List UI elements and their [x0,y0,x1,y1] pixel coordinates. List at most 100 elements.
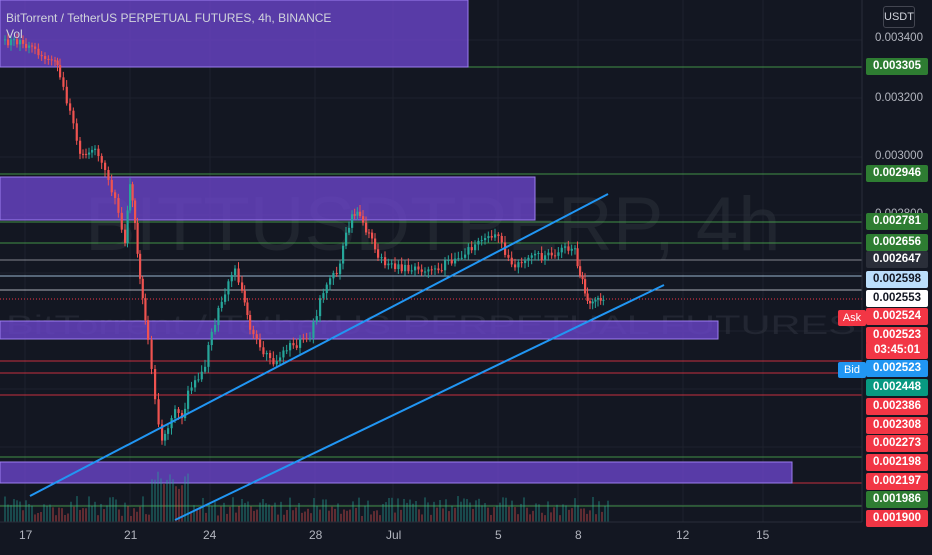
price-label: 0.002273 [866,435,928,452]
zone-rectangle[interactable] [0,461,793,484]
candle-body [50,59,53,61]
candle-body [82,153,85,155]
candle-body [255,334,258,340]
volume-bar [343,509,345,522]
zone-rectangle[interactable] [0,176,536,221]
candle-body [262,347,265,355]
price-tick: 0.003000 [875,150,923,162]
volume-bar [478,498,480,522]
volume-bar [397,498,399,522]
volume-bar [46,505,48,522]
volume-bar [430,514,432,522]
price-label: 0.002598 [866,271,928,288]
volume-bar [589,510,591,522]
price-label: 0.002308 [866,417,928,434]
volume-bar [583,508,585,522]
volume-bar [106,505,108,522]
candle-body [154,369,157,400]
volume-indicator-label[interactable]: Vol [6,27,23,41]
candle-body [560,247,563,253]
candle-body [547,252,550,256]
volume-bar [115,499,117,522]
candle-body [107,170,110,180]
candle-body [599,297,602,301]
candle-body [420,269,423,272]
candle-body [554,255,557,257]
candle-body [362,216,365,223]
volume-bar [502,497,504,522]
currency-button[interactable]: USDT [883,6,915,28]
volume-bar [535,503,537,522]
candle-body [397,264,400,269]
candle-body [430,269,433,271]
price-tick: 0.003200 [875,92,923,104]
zone-rectangle[interactable] [0,0,469,68]
time-axis[interactable] [0,521,862,550]
candle-body [129,184,132,211]
volume-bar [586,513,588,522]
volume-bar [214,502,216,522]
volume-bar [139,506,141,522]
volume-bar [475,500,477,522]
candle-body [7,39,10,46]
candle-body [279,357,282,362]
candle-body [312,321,315,338]
ask-tag: Ask [838,310,866,326]
candle-body [190,387,193,391]
volume-bar [418,509,420,522]
volume-bar [547,501,549,522]
candle-body [272,358,275,365]
candle-body [309,337,312,339]
volume-bar [490,514,492,522]
candle-body [47,58,50,60]
volume-bar [10,505,12,522]
volume-bar [79,509,81,522]
volume-bar [121,515,123,522]
candle-body [410,270,413,272]
price-label: 0.002198 [866,454,928,471]
volume-bar [316,505,318,522]
volume-bar [394,512,396,522]
candle-body [56,60,59,66]
volume-bar [544,515,546,522]
candle-body [40,55,43,57]
candle-body [134,200,137,223]
volume-bar [298,503,300,522]
candle-body [586,293,589,301]
volume-bar [319,509,321,522]
volume-bar [463,498,465,522]
candle-body [187,390,190,409]
candle-body [424,271,427,273]
volume-bar [64,515,66,522]
candle-body [214,324,217,332]
candle-body [414,266,417,271]
time-tick: Jul [386,528,402,542]
candle-body [457,258,460,260]
upper-trendline[interactable] [29,193,609,497]
volume-bar [268,504,270,522]
volume-bar [571,508,573,522]
price-label: 0.002946 [866,165,928,182]
volume-bar [391,497,393,522]
candle-body [91,149,94,153]
volume-bar [580,508,582,522]
trendlines[interactable] [29,193,665,521]
volume-bar [499,502,501,522]
volume-bar [565,505,567,522]
volume-bar [67,513,69,522]
candle-body [359,211,362,217]
candle-body [217,307,220,325]
candle-body [200,371,203,380]
candle-body [351,214,354,228]
lower-trendline[interactable] [174,284,665,521]
volume-bar [508,506,510,522]
candle-body [342,245,345,264]
candle-body [4,39,7,41]
volume-bar [136,511,138,522]
candle-body [252,329,255,335]
zone-rectangle[interactable] [0,320,719,340]
volume-bar [322,499,324,522]
candle-body [315,316,318,322]
